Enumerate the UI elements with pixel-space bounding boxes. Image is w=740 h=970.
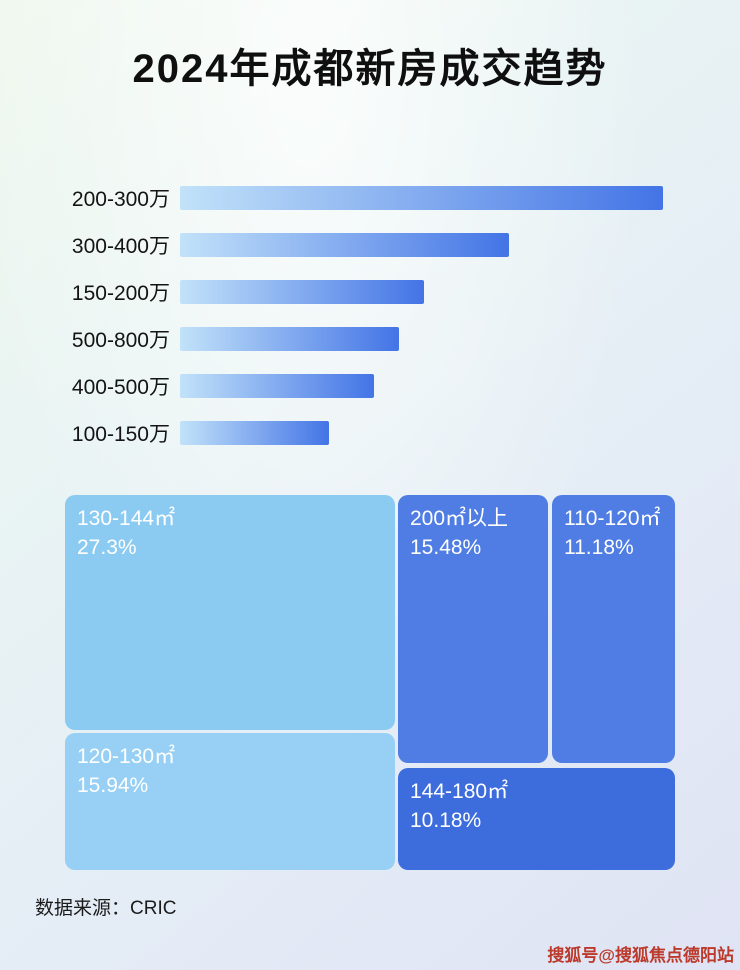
bar-track: [180, 279, 678, 304]
treemap-block-percent: 10.18%: [410, 809, 482, 833]
treemap-block-percent: 15.94%: [77, 774, 149, 798]
bar-track: [180, 420, 678, 445]
bar: [180, 420, 330, 445]
bar-track: [180, 232, 678, 257]
treemap-block-200-plus: 200㎡以上 15.48%: [398, 495, 548, 763]
bar: [180, 373, 375, 398]
treemap-block-110-120: 110-120㎡ 11.18%: [552, 495, 675, 763]
bar-category-label: 400-500万: [71, 375, 170, 399]
bar-category-label: 500-800万: [71, 328, 170, 352]
bar-track: [180, 326, 678, 351]
bar-row: 150-200万: [58, 268, 678, 315]
treemap-block-label: 130-144㎡: [77, 507, 176, 530]
bar-chart: 200-300万 300-400万 150-200万 500-800万 400-500万…: [58, 174, 678, 456]
treemap-block-label: 200㎡以上: [410, 507, 509, 530]
treemap-block-144-180: 144-180㎡ 10.18%: [398, 768, 675, 870]
bar-row: 100-150万: [58, 409, 678, 456]
bar-track: [180, 185, 678, 210]
treemap-block-label: 120-130㎡: [77, 745, 176, 768]
bar-row: 400-500万: [58, 362, 678, 409]
bar-row: 300-400万: [58, 221, 678, 268]
watermark-text: 搜狐号@搜狐焦点德阳站: [547, 946, 734, 965]
treemap-block-label: 110-120㎡: [564, 507, 661, 530]
bar-row: 500-800万: [58, 315, 678, 362]
treemap-block-percent: 11.18%: [564, 536, 634, 560]
data-source-label: 数据来源：CRIC: [35, 898, 177, 919]
bar-category-label: 300-400万: [71, 234, 170, 258]
bar: [180, 326, 400, 351]
treemap-block-label: 144-180㎡: [410, 780, 509, 803]
bar: [180, 232, 509, 257]
bar: [180, 279, 425, 304]
bar-category-label: 200-300万: [71, 187, 170, 211]
bar-track: [180, 373, 678, 398]
page-title: 2024年成都新房成交趋势: [132, 47, 608, 91]
bar: [180, 185, 664, 210]
bar-row: 200-300万: [58, 174, 678, 221]
bar-category-label: 150-200万: [71, 281, 170, 305]
treemap-block-120-130: 120-130㎡ 15.94%: [65, 733, 395, 870]
bar-category-label: 100-150万: [71, 422, 170, 446]
treemap: 130-144㎡ 27.3% 200㎡以上 15.48% 110-120㎡ 11…: [65, 495, 675, 870]
treemap-block-percent: 15.48%: [410, 536, 482, 560]
treemap-block-percent: 27.3%: [77, 536, 137, 560]
treemap-block-130-144: 130-144㎡ 27.3%: [65, 495, 395, 730]
